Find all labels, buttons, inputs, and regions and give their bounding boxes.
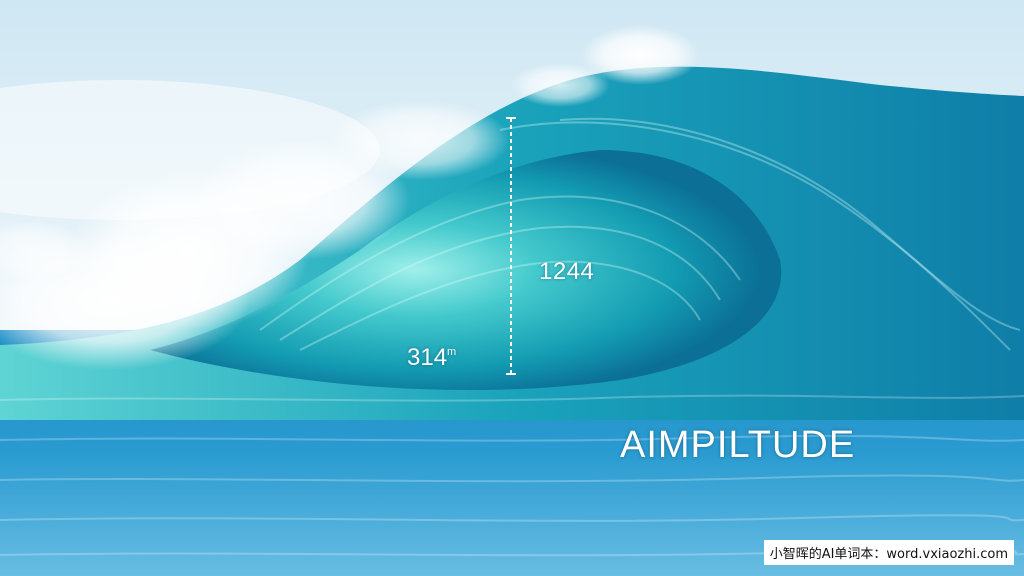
upper-value-label: 1244: [539, 258, 595, 285]
amplitude-headline: AIMPILTUDE: [620, 424, 856, 466]
watermark: 小智晖的AI单词本：word.vxiaozhi.com: [763, 540, 1014, 565]
lower-value-label: 314m: [407, 344, 456, 372]
lower-unit: m: [447, 346, 457, 358]
amplitude-marker: [506, 117, 516, 375]
lower-value: 314: [407, 344, 448, 371]
